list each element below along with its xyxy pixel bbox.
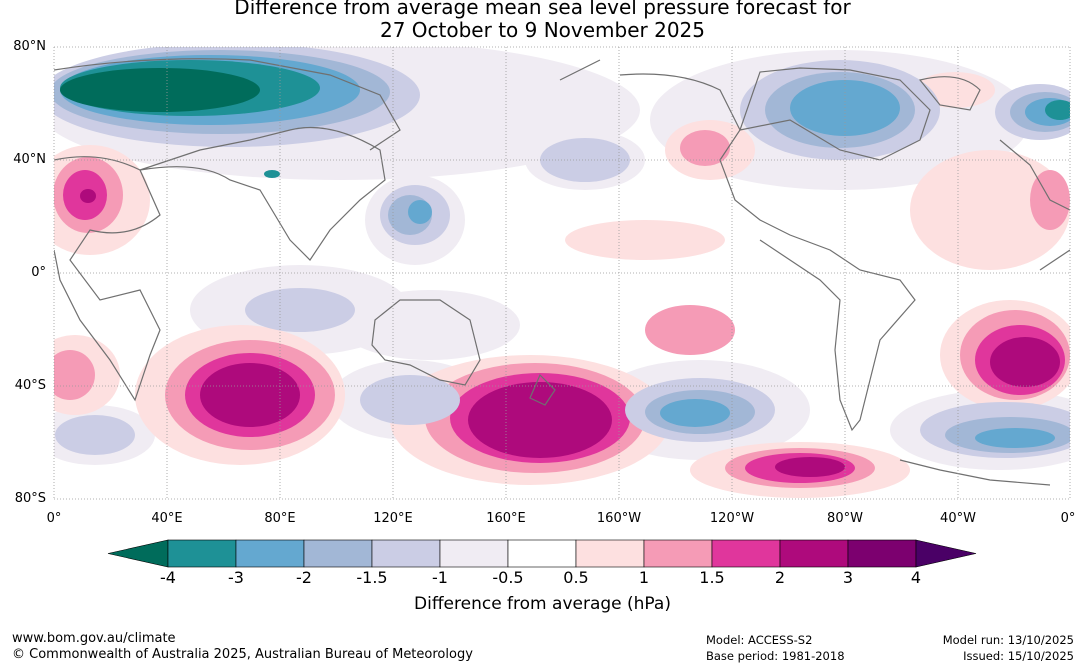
title-line-2: 27 October to 9 November 2025 <box>379 18 706 42</box>
colorbar-tick-label: -3 <box>228 568 244 587</box>
colorbar-tick-label: -2 <box>296 568 312 587</box>
colorbar-tick-label: -1.5 <box>356 568 388 587</box>
colorbar-tick-label: 1.5 <box>699 568 725 587</box>
colorbar-tick-label: 3 <box>842 568 854 587</box>
colorbar-tick-label: -0.5 <box>492 568 524 587</box>
lat-label-80s: 80°S <box>14 491 46 506</box>
colorbar-segment <box>847 539 917 568</box>
lon-label-80w: 80°W <box>827 511 863 526</box>
lat-label-80n: 80°N <box>13 39 46 54</box>
lon-label-80e: 80°E <box>264 511 296 526</box>
chart-title: Difference from average mean sea level p… <box>0 0 1085 42</box>
colorbar-segment <box>371 539 441 568</box>
colorbar-segment <box>439 539 509 568</box>
gridlines <box>53 46 1071 500</box>
colorbar-segment <box>167 539 237 568</box>
lon-label-0: 0° <box>46 511 62 526</box>
colorbar-segment <box>643 539 713 568</box>
colorbar-tick-label: -1 <box>432 568 448 587</box>
colorbar-tick-label: 0.5 <box>563 568 589 587</box>
colorbar-arrow-high <box>915 539 977 568</box>
lon-label-120e: 120°E <box>373 511 413 526</box>
lon-label-160e: 160°E <box>486 511 526 526</box>
colorbar-segment <box>235 539 305 568</box>
lon-label-0-east: 0° <box>1060 511 1076 526</box>
title-line-1: Difference from average mean sea level p… <box>234 0 851 19</box>
lat-label-40s: 40°S <box>14 378 46 393</box>
lon-label-120w: 120°W <box>709 511 755 526</box>
colorbar-segment <box>575 539 645 568</box>
colorbar-tick-label: 4 <box>910 568 922 587</box>
colorbar-arrow-low <box>107 539 169 568</box>
footer-model: Model: ACCESS-S2 <box>706 633 813 647</box>
lat-label-0: 0° <box>31 265 46 280</box>
anomaly-fields <box>54 47 1070 498</box>
coastlines <box>54 58 1070 486</box>
lon-label-160w: 160°W <box>596 511 642 526</box>
colorbar-segment <box>779 539 849 568</box>
colorbar-tick-label: -4 <box>160 568 176 587</box>
lon-label-40e: 40°E <box>151 511 183 526</box>
footer-base-period: Base period: 1981-2018 <box>706 649 845 663</box>
footer-copyright: © Commonwealth of Australia 2025, Austra… <box>12 647 473 662</box>
colorbar-tick-label: 1 <box>638 568 650 587</box>
colorbar-segment <box>507 539 577 568</box>
colorbar-title: Difference from average (hPa) <box>414 594 671 614</box>
footer-website: www.bom.gov.au/climate <box>12 631 176 646</box>
colorbar-segment <box>303 539 373 568</box>
colorbar <box>107 539 977 568</box>
footer-model-run: Model run: 13/10/2025 <box>942 633 1074 647</box>
colorbar-tick-label: 2 <box>774 568 786 587</box>
colorbar-segment <box>711 539 781 568</box>
lon-label-40w: 40°W <box>940 511 976 526</box>
footer-issued: Issued: 15/10/2025 <box>963 649 1074 663</box>
lat-label-40n: 40°N <box>13 152 46 167</box>
